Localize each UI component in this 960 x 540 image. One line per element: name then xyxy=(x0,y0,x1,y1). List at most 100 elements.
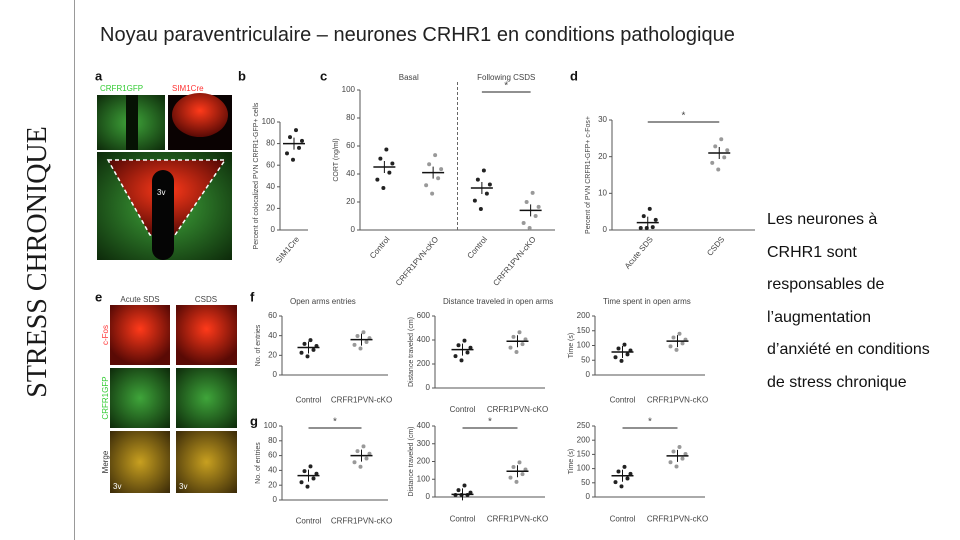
data-dot xyxy=(390,161,395,166)
column-label: CSDS xyxy=(195,295,217,304)
data-dot xyxy=(475,177,480,182)
data-dot xyxy=(427,162,432,167)
y-tick-label: 60 xyxy=(268,311,277,320)
group-header: Basal xyxy=(399,73,419,82)
panel-letter: f xyxy=(250,289,255,304)
data-dot xyxy=(305,354,310,359)
data-dot xyxy=(622,342,627,347)
x-tick-label: Control xyxy=(610,395,636,404)
data-dot xyxy=(300,138,304,143)
image-label: 3v xyxy=(157,188,165,197)
y-axis-title: Distance traveled (cm) xyxy=(408,426,415,496)
y-tick-label: 20 xyxy=(268,480,277,489)
data-dot xyxy=(719,137,724,142)
data-dot xyxy=(355,334,360,339)
data-dot xyxy=(674,464,679,469)
data-dot xyxy=(533,214,538,218)
data-dot xyxy=(459,358,464,363)
image-label: SIM1Cre xyxy=(172,84,204,93)
data-dot xyxy=(683,452,688,457)
body-line: d’anxiété en conditions xyxy=(767,341,930,358)
x-tick-label: CRFR1PVN-cKO xyxy=(647,514,708,523)
y-tick-label: 200 xyxy=(577,311,591,320)
data-dot xyxy=(517,460,522,465)
y-axis-title: CORT (ng/ml) xyxy=(333,138,340,181)
y-tick-label: 0 xyxy=(586,492,591,501)
y-tick-label: 100 xyxy=(577,341,591,350)
row-label: c-Fos xyxy=(101,325,110,345)
panel-letter: c xyxy=(320,68,327,83)
x-tick-label: Control xyxy=(450,405,476,414)
data-dot xyxy=(436,176,441,181)
y-tick-label: 100 xyxy=(262,117,276,126)
data-dot xyxy=(361,444,366,449)
y-tick-label: 0 xyxy=(603,225,608,234)
data-dot xyxy=(511,334,516,339)
data-dot xyxy=(465,350,470,355)
micrographs-e xyxy=(110,305,237,493)
y-tick-label: 60 xyxy=(266,160,275,169)
data-dot xyxy=(462,338,467,343)
panel-letter: g xyxy=(250,413,258,428)
data-dot xyxy=(680,456,685,461)
y-tick-label: 150 xyxy=(577,450,591,459)
y-tick-label: 300 xyxy=(417,439,431,448)
y-tick-label: 0 xyxy=(271,225,276,234)
y-tick-label: 20 xyxy=(346,197,355,206)
data-dot xyxy=(384,147,389,152)
y-tick-label: 400 xyxy=(417,421,431,430)
data-dot xyxy=(308,338,313,343)
y-tick-label: 400 xyxy=(417,335,431,344)
y-tick-label: 0 xyxy=(586,370,591,379)
y-tick-label: 250 xyxy=(577,421,591,430)
data-dot xyxy=(439,167,444,172)
data-dot xyxy=(381,186,386,190)
data-dot xyxy=(616,469,621,474)
data-dot xyxy=(291,157,295,162)
body-text: Les neurones à CRHR1 sont responsables de l… xyxy=(767,204,930,399)
data-dot xyxy=(671,449,676,454)
plot-title: Time spent in open arms xyxy=(603,297,691,306)
data-dot xyxy=(710,160,715,165)
data-dot xyxy=(619,484,624,489)
y-tick-label: 20 xyxy=(268,350,277,359)
ventricle-label: 3v xyxy=(179,482,187,491)
y-tick-label: 600 xyxy=(417,311,431,320)
data-dot xyxy=(294,128,298,133)
data-dot xyxy=(650,225,655,230)
plot-title: Distance traveled in open arms xyxy=(443,297,553,306)
data-dot xyxy=(484,191,489,196)
data-dot xyxy=(430,191,435,196)
y-tick-label: 60 xyxy=(346,141,355,150)
data-dot xyxy=(378,156,383,161)
data-dot xyxy=(713,144,718,149)
data-dot xyxy=(456,488,461,493)
data-dot xyxy=(671,335,676,340)
x-tick-label: Control xyxy=(368,235,392,261)
y-tick-label: 150 xyxy=(577,326,591,335)
data-dot xyxy=(628,471,633,476)
y-tick-label: 0 xyxy=(351,225,356,234)
row-label: CRFR1GFP xyxy=(101,376,110,419)
y-axis-title: Percent of PVN CRFR1-GFP+ c-Fos+ xyxy=(585,116,592,234)
data-dot xyxy=(314,471,319,476)
data-dot xyxy=(456,343,461,348)
data-dot xyxy=(622,464,627,469)
data-dot xyxy=(453,354,458,359)
y-tick-label: 80 xyxy=(346,113,355,122)
body-line: l’augmentation xyxy=(767,308,872,326)
data-dot xyxy=(674,347,679,352)
data-dot xyxy=(668,344,673,349)
data-dot xyxy=(638,226,643,230)
y-tick-label: 100 xyxy=(264,421,278,430)
data-dot xyxy=(716,167,721,172)
data-dot xyxy=(355,449,360,454)
body-line: responsables de xyxy=(767,276,885,293)
data-dot xyxy=(530,190,535,195)
y-tick-label: 40 xyxy=(268,466,277,475)
data-dot xyxy=(625,476,630,481)
data-dot xyxy=(364,456,369,461)
data-dot xyxy=(536,204,541,209)
data-dot xyxy=(487,182,492,187)
